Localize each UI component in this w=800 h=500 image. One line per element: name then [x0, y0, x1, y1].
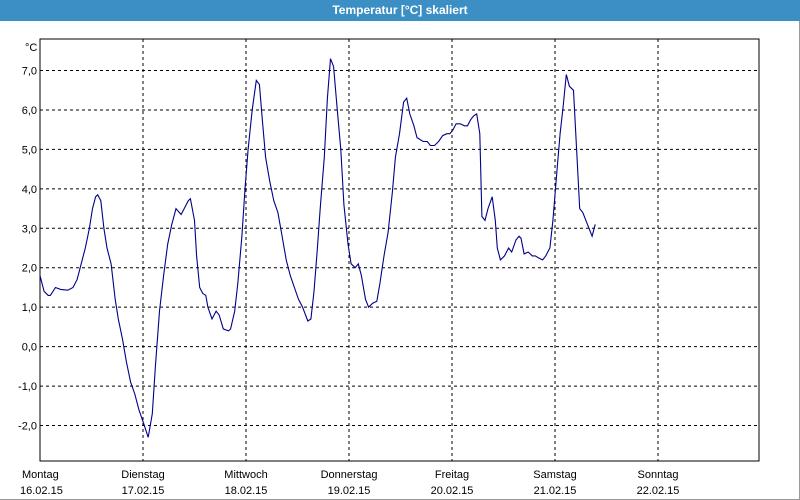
x-tick-day: Sonntag	[638, 469, 679, 481]
x-tick-day: Mittwoch	[224, 469, 267, 481]
x-tick-date: 22.02.15	[637, 485, 680, 497]
x-tick-date: 21.02.15	[534, 485, 577, 497]
y-tick-label: 1,0	[22, 302, 37, 314]
x-tick-date: 17.02.15	[122, 485, 165, 497]
temperature-line	[39, 58, 596, 438]
x-tick-day: Samstag	[533, 469, 576, 481]
y-tick-label: 0,0	[22, 342, 37, 354]
y-tick-labels: -2,0 -1,0 0,0 1,0 2,0 3,0 4,0 5,0 6,0 7,0	[18, 66, 37, 433]
x-tick-day: Dienstag	[121, 469, 164, 481]
y-tick-label: -2,0	[18, 421, 37, 433]
x-tick-day: Montag	[22, 469, 59, 481]
chart-frame: °C -2,0 -1,0 0,0 1,0 2,0 3,0 4,0 5,0 6,0 7,0 Mont…	[0, 21, 800, 500]
plot-area	[39, 38, 760, 462]
x-tick-date: 20.02.15	[431, 485, 474, 497]
x-tick-day: Freitag	[435, 469, 469, 481]
x-tick-date: 18.02.15	[225, 485, 268, 497]
y-tick-label: 7,0	[22, 66, 37, 78]
x-tick-day: Donnerstag	[321, 469, 378, 481]
x-tick-date: 16.02.15	[20, 485, 63, 497]
y-tick-label: 4,0	[22, 184, 37, 196]
y-tick-label: 3,0	[22, 223, 37, 235]
y-tick-label: 2,0	[22, 263, 37, 275]
y-tick-label: 5,0	[22, 144, 37, 156]
temperature-chart: °C -2,0 -1,0 0,0 1,0 2,0 3,0 4,0 5,0 6,0 7,0 Mont…	[18, 38, 760, 497]
window-title: Temperatur [°C] skaliert	[0, 0, 800, 21]
y-tick-label: -1,0	[18, 381, 37, 393]
y-axis-unit: °C	[25, 42, 37, 54]
x-tick-date: 19.02.15	[328, 485, 371, 497]
x-tick-labels: Montag 16.02.15 Dienstag 17.02.15 Mittwoch 18…	[20, 469, 679, 497]
grid-lines	[40, 39, 759, 461]
y-tick-label: 6,0	[22, 105, 37, 117]
